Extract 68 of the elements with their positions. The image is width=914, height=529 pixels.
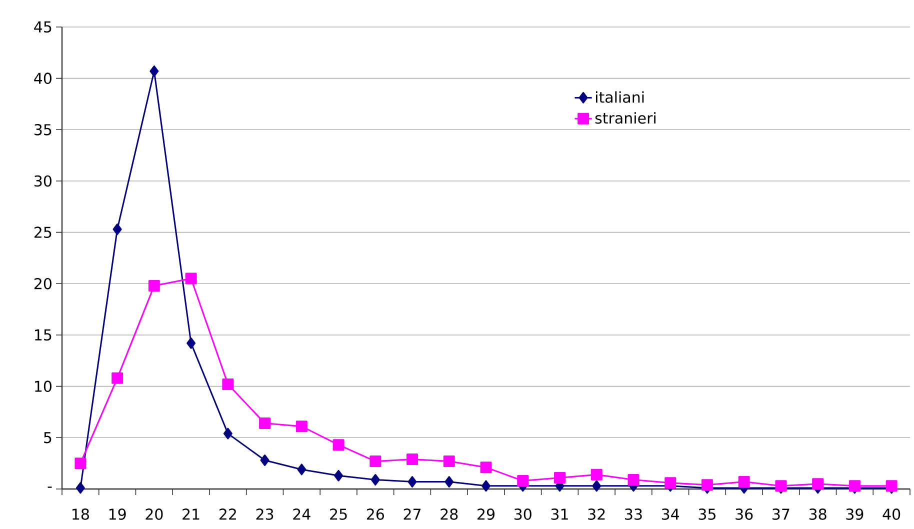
point [554, 472, 566, 484]
x-tick-label: 32 [588, 508, 605, 520]
x-tick-label: 33 [625, 508, 642, 520]
x-tick-label: 39 [846, 508, 864, 520]
x-tick-label: 18 [72, 508, 89, 520]
x-tick-label: 29 [478, 508, 494, 520]
point [334, 470, 344, 482]
point [590, 468, 602, 480]
x-tick-label: 27 [404, 508, 421, 520]
point [444, 476, 454, 488]
x-tick-label: 38 [809, 508, 826, 520]
x-tick-label: 26 [366, 508, 384, 520]
point [812, 478, 824, 490]
x-tick-label: 20 [146, 508, 163, 520]
legend-label: stranieri [595, 112, 656, 124]
x-tick-label: 36 [736, 508, 753, 520]
x-tick-label: 31 [551, 508, 568, 520]
point [628, 474, 640, 486]
y-tick-label: 10 [35, 380, 52, 392]
x-tick-label: 23 [256, 508, 274, 520]
point [664, 477, 676, 489]
point [186, 337, 196, 349]
x-tick-label: 34 [662, 508, 680, 520]
x-tick-label: 25 [330, 508, 347, 520]
point [480, 462, 492, 474]
y-tick-label: 25 [34, 226, 52, 238]
point [370, 474, 380, 486]
x-tick-label: 35 [698, 508, 716, 520]
y-tick-label: - [48, 486, 52, 488]
point [332, 439, 344, 451]
point [296, 420, 308, 432]
x-tick-label: 24 [293, 508, 310, 520]
point [738, 476, 750, 488]
point [185, 272, 197, 284]
y-tick-label: 5 [44, 432, 52, 444]
point [259, 418, 271, 430]
point [517, 475, 529, 487]
legend-label: italiani [596, 91, 644, 103]
y-tick-label: 30 [34, 175, 52, 187]
y-tick-label: 15 [35, 329, 52, 341]
point [223, 428, 232, 440]
x-tick-label: 30 [514, 508, 532, 520]
x-tick-label: 37 [772, 508, 790, 520]
x-tick-label: 19 [109, 508, 126, 520]
y-tick-label: 40 [34, 72, 52, 84]
point [370, 456, 382, 468]
point [74, 458, 86, 470]
x-tick-label: 40 [882, 508, 900, 520]
y-tick-label: 20 [34, 278, 52, 290]
point [260, 454, 270, 466]
point [592, 480, 602, 492]
point [701, 479, 713, 491]
point [297, 464, 306, 476]
point [443, 456, 455, 468]
x-tick-label: 21 [182, 508, 200, 520]
point [222, 378, 234, 390]
point [112, 372, 124, 384]
point [482, 480, 490, 492]
point [406, 453, 418, 465]
x-tick-label: 28 [440, 508, 458, 520]
point [76, 482, 85, 494]
y-tick-label: 35 [34, 124, 52, 136]
point [148, 280, 160, 292]
x-tick-label: 22 [219, 508, 236, 520]
point [150, 65, 159, 77]
y-tick-label: 45 [34, 21, 52, 33]
point [112, 223, 122, 235]
point [408, 476, 417, 488]
